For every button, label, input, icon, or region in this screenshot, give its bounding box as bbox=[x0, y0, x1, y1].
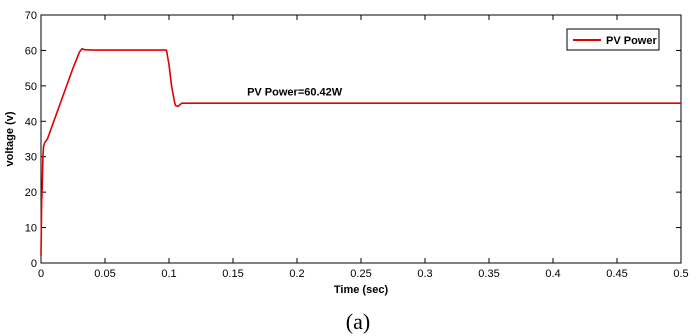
x-tick-label: 0.45 bbox=[606, 268, 627, 280]
figure-caption: (a) bbox=[346, 309, 370, 334]
y-axis-label: voltage (v) bbox=[4, 111, 16, 166]
x-tick-label: 0.3 bbox=[417, 268, 432, 280]
y-tick-label: 0 bbox=[31, 258, 37, 270]
series-line-pv-power bbox=[40, 47, 681, 256]
x-tick-label: 0.35 bbox=[478, 268, 499, 280]
legend-box bbox=[566, 28, 660, 51]
x-tick-label: 0.05 bbox=[94, 268, 115, 280]
legend-label: PV Power bbox=[606, 35, 657, 47]
annotation-label: PV Power=60.42W bbox=[247, 86, 343, 98]
y-axis-ticks: 0 10 20 30 40 50 60 70 bbox=[25, 10, 681, 270]
plot-area bbox=[40, 14, 682, 264]
y-tick-label: 70 bbox=[25, 10, 37, 22]
y-tick-label: 10 bbox=[25, 223, 37, 235]
x-axis-label: Time (sec) bbox=[334, 284, 389, 296]
x-tick-label: 0.25 bbox=[350, 268, 371, 280]
legend: PV Power bbox=[566, 28, 660, 51]
x-tick-label: 0.1 bbox=[161, 268, 176, 280]
x-tick-label: 0.4 bbox=[545, 268, 560, 280]
y-tick-label: 60 bbox=[25, 45, 37, 57]
y-tick-label: 40 bbox=[25, 116, 37, 128]
x-tick-label: 0 bbox=[38, 268, 44, 280]
y-tick-label: 50 bbox=[25, 81, 37, 93]
x-tick-label: 0.5 bbox=[673, 268, 688, 280]
y-tick-label: 20 bbox=[25, 187, 37, 199]
x-tick-label: 0.15 bbox=[222, 268, 243, 280]
y-tick-label: 30 bbox=[25, 152, 37, 164]
x-axis-ticks: 0 0.05 0.1 0.15 0.2 0.25 0.3 0.35 0.4 0.45 0.5 bbox=[38, 15, 689, 280]
x-tick-label: 0.2 bbox=[289, 268, 304, 280]
series-layer bbox=[40, 47, 681, 256]
